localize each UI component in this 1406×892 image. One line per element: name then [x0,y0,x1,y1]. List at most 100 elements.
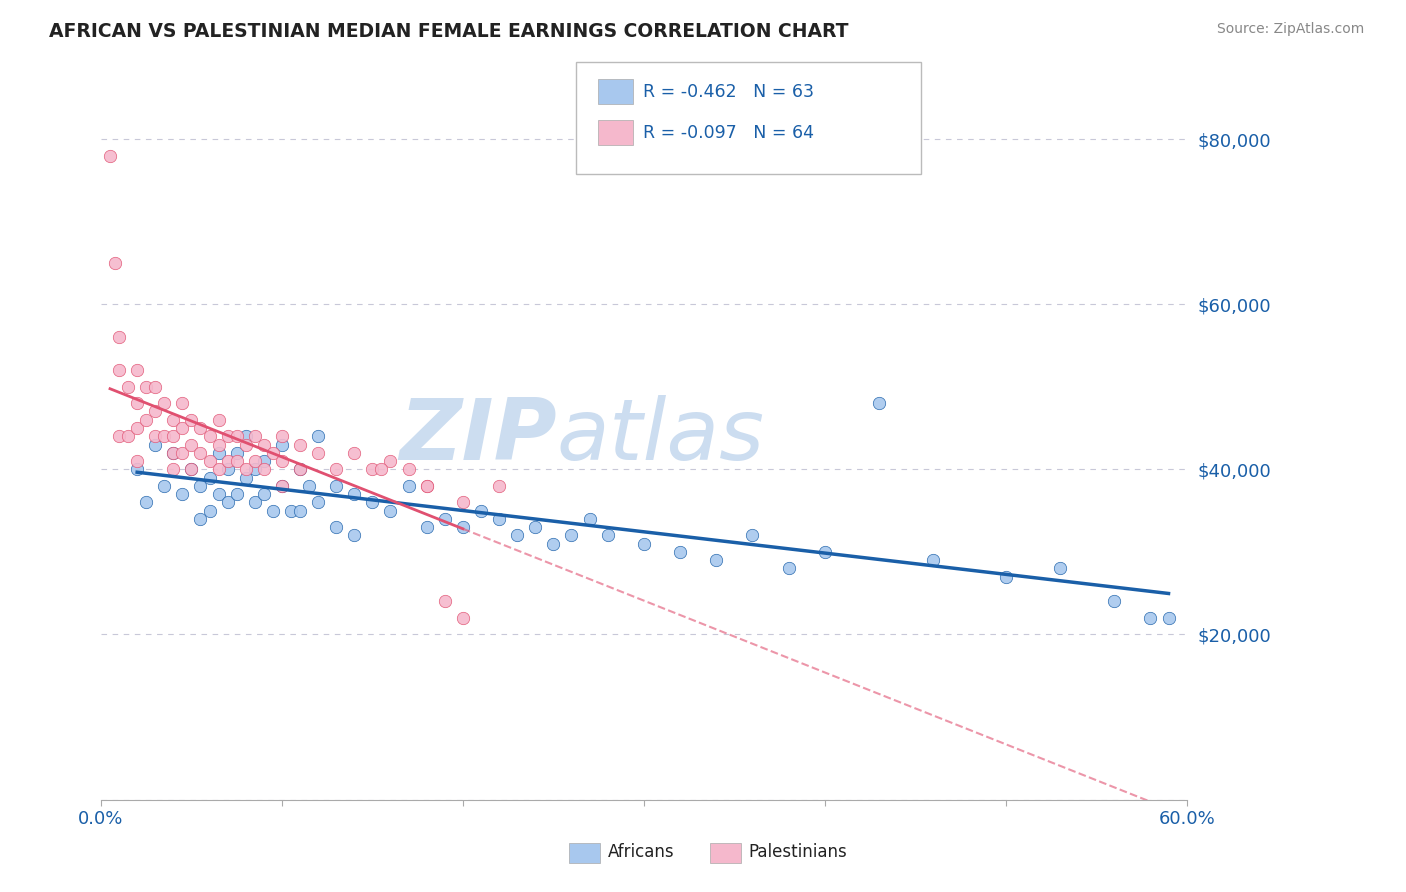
Point [143,437,166,451]
Point [98,148,121,162]
Point [370,462,392,476]
Point [433,594,456,608]
Point [127,462,149,476]
Point [198,429,221,443]
Point [307,446,329,460]
Point [433,512,456,526]
Point [1139,611,1161,625]
Point [288,503,311,517]
Point [578,512,600,526]
Point [253,462,276,476]
Point [117,429,139,443]
Point [543,536,565,550]
Point [262,503,284,517]
Point [225,446,247,460]
Point [108,429,131,443]
Point [217,454,239,468]
Point [207,462,229,476]
Point [153,396,176,410]
Point [524,520,547,534]
Point [243,429,266,443]
Point [162,429,184,443]
Text: ZIP: ZIP [399,395,557,478]
Point [1102,594,1125,608]
Point [270,437,292,451]
Point [172,446,194,460]
Point [190,446,212,460]
Point [415,479,437,493]
Point [361,462,384,476]
Point [198,454,221,468]
Text: atlas: atlas [557,395,765,478]
Point [225,429,247,443]
Point [135,413,157,427]
Point [135,495,157,509]
Point [180,462,202,476]
Point [243,462,266,476]
Point [307,495,329,509]
Point [596,528,619,542]
Point [180,462,202,476]
Point [288,462,311,476]
Point [217,462,239,476]
Point [488,512,510,526]
Point [741,528,763,542]
Text: AFRICAN VS PALESTINIAN MEDIAN FEMALE EARNINGS CORRELATION CHART: AFRICAN VS PALESTINIAN MEDIAN FEMALE EAR… [49,22,849,41]
Point [180,437,202,451]
Point [451,495,474,509]
Point [127,363,149,377]
Point [270,479,292,493]
Point [190,421,212,435]
Point [778,561,800,575]
Point [172,487,194,501]
Point [162,446,184,460]
Point [814,545,837,559]
Point [343,446,366,460]
Point [143,404,166,418]
Point [325,479,347,493]
Point [207,413,229,427]
Point [298,479,321,493]
Point [288,462,311,476]
Point [207,487,229,501]
Point [207,437,229,451]
Point [253,487,276,501]
Text: Palestinians: Palestinians [748,843,846,861]
Point [343,528,366,542]
Point [253,437,276,451]
Point [162,446,184,460]
Point [343,487,366,501]
Point [1049,561,1071,575]
Point [117,380,139,394]
Point [190,512,212,526]
Point [868,396,890,410]
Point [560,528,582,542]
Point [143,380,166,394]
Point [307,429,329,443]
Point [253,454,276,468]
Point [143,429,166,443]
Point [162,462,184,476]
Point [1157,611,1180,625]
Point [451,520,474,534]
Point [506,528,529,542]
Point [235,437,257,451]
Point [262,446,284,460]
Point [288,437,311,451]
Point [235,429,257,443]
Point [398,479,420,493]
Point [190,479,212,493]
Text: Africans: Africans [607,843,673,861]
Point [172,421,194,435]
Point [669,545,692,559]
Point [325,520,347,534]
Point [127,396,149,410]
Point [488,479,510,493]
Point [153,429,176,443]
Point [380,503,402,517]
Point [470,503,492,517]
Point [380,454,402,468]
Point [135,380,157,394]
Point [217,495,239,509]
Point [162,413,184,427]
